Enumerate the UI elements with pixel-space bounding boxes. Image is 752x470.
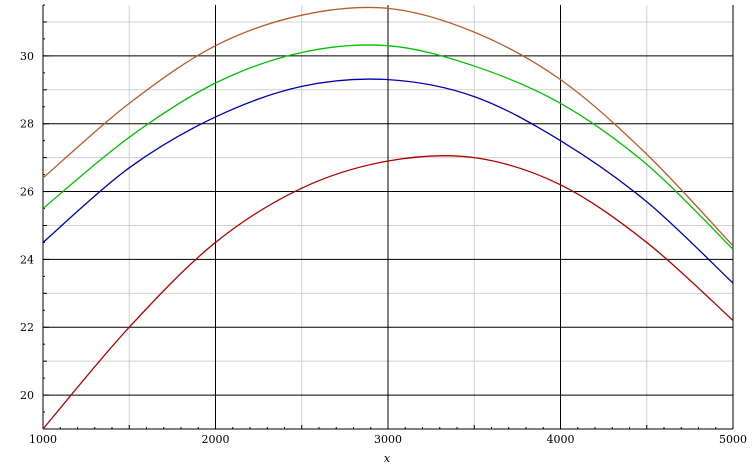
y-tick-label: 26 xyxy=(20,186,34,199)
series-layer xyxy=(42,6,734,430)
axes xyxy=(42,4,734,430)
x-tick-label: 5000 xyxy=(719,433,747,446)
major-grid xyxy=(43,5,734,429)
y-tick-label: 22 xyxy=(20,321,34,334)
series-line-4 xyxy=(42,155,734,430)
x-tick-label: 2000 xyxy=(202,433,230,446)
y-tick-label: 20 xyxy=(20,389,34,402)
y-tick-label: 24 xyxy=(20,253,34,266)
y-tick-label: 30 xyxy=(20,50,34,63)
y-tick-label: 28 xyxy=(20,118,34,131)
series-line-1 xyxy=(42,6,734,247)
series-line-2 xyxy=(42,44,734,250)
tick-layer: 1000 2000 3000 4000 5000 20 22 24 26 28 30 xyxy=(20,50,747,446)
x-axis-label: x xyxy=(384,452,391,465)
x-tick-label: 4000 xyxy=(547,433,575,446)
series-line-3 xyxy=(42,78,734,284)
x-tick-label: 1000 xyxy=(29,433,57,446)
x-tick-label: 3000 xyxy=(374,433,402,446)
